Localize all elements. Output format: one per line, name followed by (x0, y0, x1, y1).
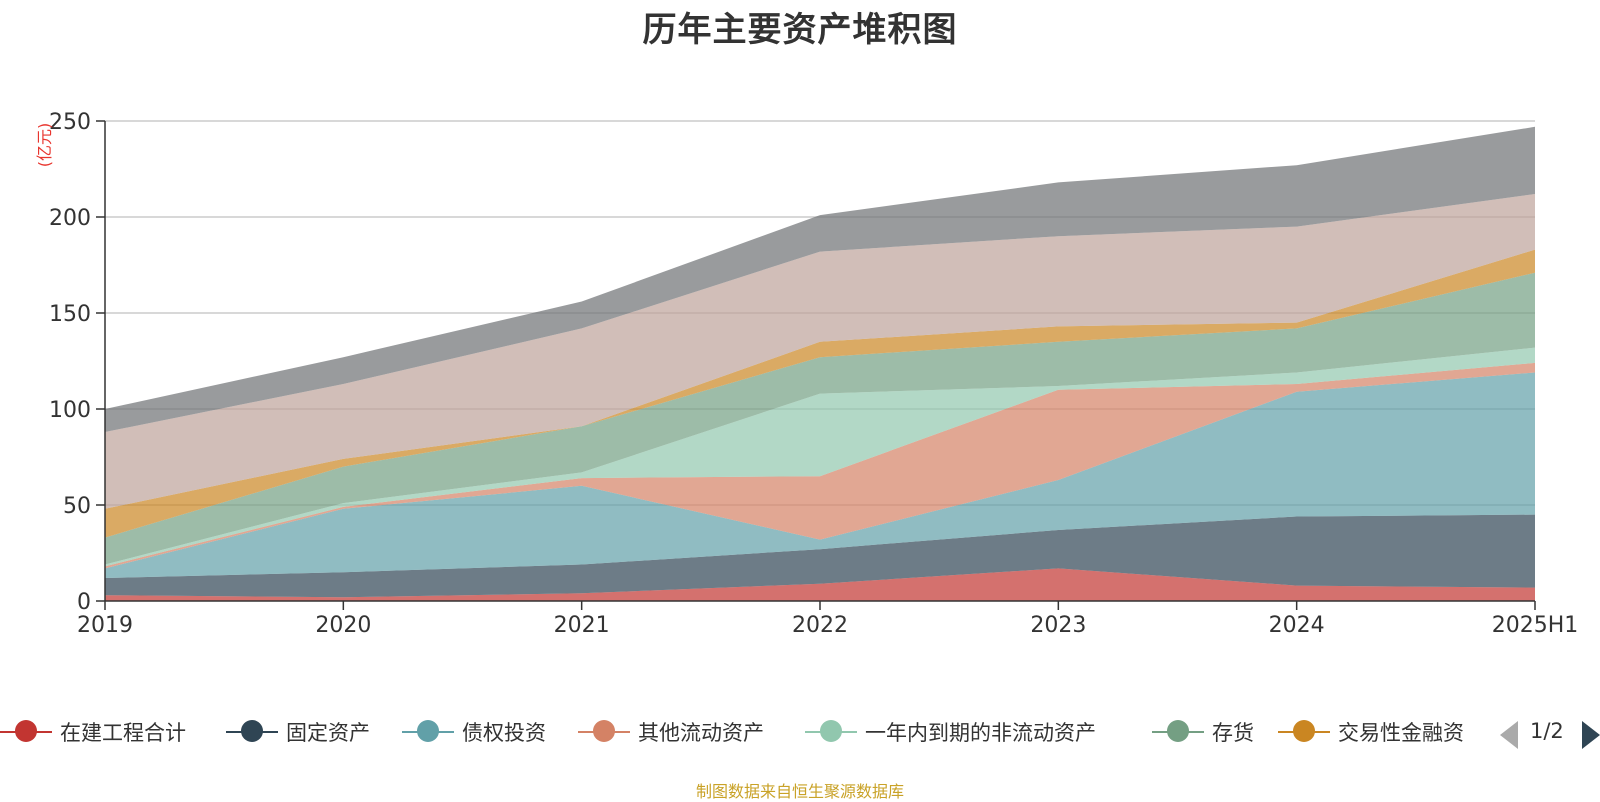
legend-item[interactable]: 债权投资 (402, 712, 546, 752)
area-series-5[interactable] (105, 347, 1535, 567)
area-series-9[interactable] (105, 126, 1535, 433)
x-tick-label: 2025H1 (1492, 613, 1579, 638)
legend-label: 一年内到期的非流动资产 (865, 721, 1096, 745)
area-series-2[interactable] (105, 514, 1535, 598)
legend-item[interactable]: 其他流动资产 (578, 712, 764, 752)
y-tick-label: 0 (77, 590, 91, 615)
x-tick-label: 2024 (1269, 613, 1325, 638)
y-tick-label: 100 (49, 398, 91, 423)
legend-page-number: 1/2 (1530, 719, 1564, 743)
next-page-icon[interactable] (1582, 721, 1600, 749)
legend-label: 在建工程合计 (60, 721, 186, 745)
legend-item[interactable]: 在建工程合计 (0, 712, 186, 752)
legend-item[interactable]: 一年内到期的非流动资产 (805, 712, 1096, 752)
axes: 0 50 100 150 200 250 2019 2020 2021 2022 2023 2024 2… (49, 110, 1578, 638)
area-series-6[interactable] (105, 272, 1535, 565)
y-tick-label: 250 (49, 110, 91, 135)
legend-label: 债权投资 (462, 721, 546, 745)
legend-item[interactable]: 存货 (1152, 712, 1254, 752)
legend-marker-icon (1278, 719, 1330, 745)
y-tick-label: 50 (63, 494, 91, 519)
data-source-note: 制图数据来自恒生聚源数据库 (695, 782, 904, 801)
y-tick-label: 150 (49, 302, 91, 327)
legend-marker-icon (805, 719, 857, 745)
x-tick-label: 2020 (315, 613, 371, 638)
legend-marker-icon (402, 719, 454, 745)
chart-legend: 在建工程合计 固定资产 债权投资 其他流动资产 一年内到期的非流动资产 存货 交易性金融资 (0, 712, 1600, 752)
legend-label: 存货 (1212, 721, 1254, 745)
area-series-1[interactable] (105, 568, 1535, 601)
legend-label: 交易性金融资 (1338, 721, 1464, 745)
legend-marker-icon (578, 719, 630, 745)
x-tick-label: 2019 (77, 613, 133, 638)
legend-label: 其他流动资产 (638, 721, 764, 745)
x-tick-label: 2021 (554, 613, 610, 638)
legend-pager: 1/2 (1500, 712, 1600, 752)
area-series-3[interactable] (105, 372, 1535, 579)
chart-title: 历年主要资产堆积图 (642, 10, 958, 50)
y-axis-unit: (亿元) (35, 123, 54, 168)
stacked-area-chart: 0 50 100 150 200 250 2019 2020 2021 2022 2023 2024 2… (35, 110, 1578, 638)
legend-marker-icon (226, 719, 278, 745)
x-tick-label: 2022 (792, 613, 848, 638)
prev-page-icon[interactable] (1500, 721, 1518, 749)
legend-label: 固定资产 (286, 721, 370, 745)
legend-marker-icon (0, 719, 52, 745)
y-tick-label: 200 (49, 206, 91, 231)
area-series-8[interactable] (105, 194, 1535, 509)
legend-item[interactable]: 固定资产 (226, 712, 370, 752)
area-series-4[interactable] (105, 362, 1535, 569)
x-tick-label: 2023 (1030, 613, 1086, 638)
legend-marker-icon (1152, 719, 1204, 745)
legend-item[interactable]: 交易性金融资 (1278, 712, 1464, 752)
area-series (105, 126, 1535, 601)
